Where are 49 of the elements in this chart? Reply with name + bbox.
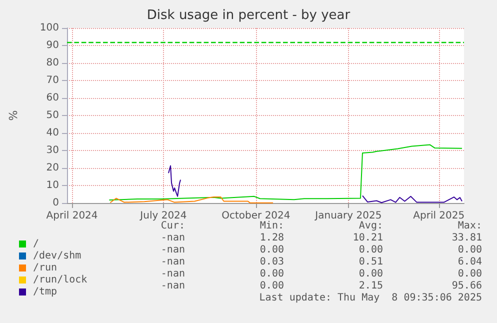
- legend-label: /: [33, 238, 40, 250]
- y-tick-label: 40: [46, 128, 59, 138]
- y-tick-label: 10: [46, 180, 59, 191]
- text: -nan: [160, 244, 185, 256]
- y-tick-label: 50: [46, 110, 59, 121]
- text: 0.00: [260, 280, 284, 292]
- text: Avg:: [358, 220, 383, 232]
- y-tick-label: 20: [46, 162, 59, 174]
- y-tick-label: 0: [52, 198, 59, 208]
- x-tick-label: July 2024: [139, 210, 187, 222]
- text: 0.51: [358, 256, 383, 268]
- text: 0.00: [358, 244, 383, 256]
- y-tick-label: 80: [46, 58, 59, 68]
- text: 1.28: [260, 232, 284, 244]
- text: 33.81: [452, 232, 482, 244]
- text: 6.04: [458, 256, 482, 268]
- text: 10.21: [352, 232, 383, 244]
- y-tick-label: 90: [46, 40, 59, 51]
- text: -nan: [160, 268, 185, 280]
- y-tick-label: 60: [46, 92, 59, 104]
- text: 95.66: [452, 280, 482, 292]
- text: 0.00: [458, 268, 482, 280]
- text: 0.00: [260, 244, 284, 256]
- x-tick-label: October 2024: [222, 210, 290, 222]
- legend-label: /dev/shm: [33, 250, 82, 262]
- text: Min:: [260, 220, 284, 232]
- text: -nan: [160, 256, 185, 268]
- line-series: [108, 144, 462, 201]
- x-tick-label: January 2025: [314, 210, 382, 222]
- text: -nan: [160, 232, 185, 244]
- text: Max:: [458, 220, 482, 232]
- y-tick-label: 30: [46, 145, 59, 156]
- text: 2.15: [358, 280, 383, 292]
- chart-title: Disk usage in percent - by year: [146, 8, 351, 23]
- text: 0.03: [260, 256, 284, 268]
- x-tick-label: April 2024: [46, 210, 98, 222]
- y-axis-title: %: [7, 110, 20, 121]
- y-tick-label: 70: [46, 75, 59, 86]
- legend-label: /run: [33, 262, 58, 274]
- text: Cur:: [160, 220, 185, 232]
- x-tick-label: April 2025: [413, 210, 465, 222]
- legend-label: /tmp: [33, 286, 58, 298]
- text: Last update: Thu May 8 09:35:06 2025: [259, 292, 482, 304]
- text: 0.00: [458, 244, 482, 256]
- text: -nan: [160, 280, 185, 292]
- legend-label: /run/lock: [33, 274, 88, 286]
- text: 0.00: [260, 268, 284, 280]
- y-tick-label: 100: [40, 22, 59, 34]
- text: 0.00: [358, 268, 383, 280]
